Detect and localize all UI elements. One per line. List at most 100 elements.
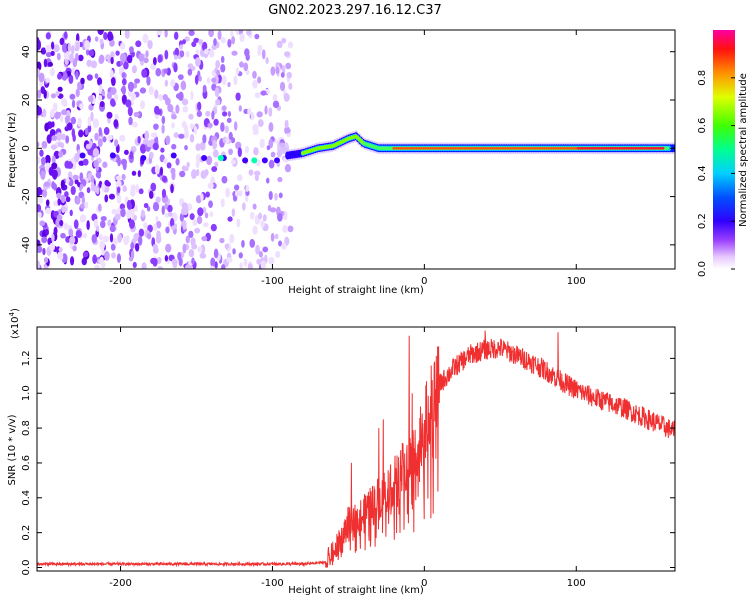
noise-blob: [120, 42, 126, 50]
noise-blob: [155, 234, 162, 244]
track-core: [654, 146, 658, 150]
noise-blob: [84, 201, 89, 209]
noise-blob: [168, 211, 173, 217]
noise-blob: [121, 72, 126, 78]
noise-blob: [200, 253, 207, 259]
noise-blob: [237, 190, 243, 197]
noise-blob: [159, 166, 164, 176]
noise-blob: [51, 135, 58, 141]
track-core: [554, 146, 558, 150]
noise-blob: [105, 181, 111, 187]
noise-blob: [220, 122, 225, 132]
noise-blob: [254, 92, 261, 99]
noise-blob: [37, 212, 42, 218]
noise-blob: [100, 215, 107, 222]
noise-blob: [249, 238, 256, 248]
noise-blob: [123, 61, 129, 70]
noise-blob: [212, 149, 219, 158]
noise-blob: [270, 66, 276, 76]
noise-blob: [98, 54, 105, 64]
noise-blob: [37, 186, 43, 197]
noise-blob: [56, 52, 61, 61]
track-core: [481, 146, 485, 150]
noise-blob: [140, 60, 144, 66]
noise-blob: [208, 30, 214, 38]
noise-blob: [107, 56, 111, 64]
x-tick-label: -100: [261, 578, 284, 589]
noise-blob: [92, 118, 99, 129]
noise-blob: [235, 67, 240, 75]
noise-blob: [43, 58, 48, 68]
noise-blob: [185, 235, 190, 244]
track-core: [426, 146, 430, 150]
noise-blob: [256, 258, 261, 265]
noise-blob: [106, 91, 112, 100]
noise-blob: [198, 39, 204, 45]
noise-blob: [125, 99, 132, 108]
noise-blob: [99, 256, 104, 266]
noise-blob: [92, 147, 100, 158]
y-tick-label: 0.6: [21, 455, 32, 471]
noise-blob: [220, 55, 225, 64]
noise-blob: [114, 139, 119, 147]
noise-blob: [109, 69, 114, 79]
noise-blob: [49, 242, 56, 252]
noise-blob: [64, 58, 69, 66]
noise-blob: [178, 133, 185, 139]
noise-blob: [268, 256, 275, 265]
track-core: [435, 146, 439, 150]
noise-blob: [182, 39, 186, 45]
track-core: [467, 146, 471, 150]
noise-blob: [221, 175, 228, 184]
noise-blob: [202, 134, 207, 144]
top-x-axis-label: Height of straight line (km): [288, 285, 424, 296]
x-tick-label: 0: [421, 578, 427, 589]
noise-blob: [280, 72, 285, 78]
noise-blob: [200, 193, 204, 202]
track-core: [494, 146, 499, 150]
y-tick-label: 0.4: [21, 490, 32, 506]
noise-blob: [254, 170, 261, 176]
track-core: [526, 146, 531, 150]
noise-blob: [173, 31, 179, 40]
noise-blob: [252, 70, 257, 79]
noise-blob: [170, 183, 174, 194]
noise-blob: [143, 57, 149, 64]
noise-blob: [236, 174, 243, 182]
colorbar-tick-label: 0.0: [697, 261, 708, 277]
noise-blob: [288, 82, 293, 90]
noise-blob: [212, 139, 217, 150]
noise-blob: [268, 159, 275, 169]
noise-blob: [269, 207, 277, 213]
noise-blob: [75, 52, 79, 62]
y-tick-label: 0.8: [21, 420, 32, 436]
noise-blob: [179, 44, 183, 50]
noise-blob: [260, 219, 265, 229]
noise-blob: [276, 40, 283, 49]
noise-blob: [72, 245, 77, 252]
signal-track-layer: [79, 130, 675, 164]
noise-blob: [44, 228, 49, 236]
noise-blob: [99, 101, 105, 108]
noise-blob: [179, 50, 185, 58]
track-core: [474, 146, 478, 150]
noise-blob: [107, 135, 113, 141]
noise-blob: [133, 111, 140, 118]
noise-blob: [189, 213, 195, 221]
noise-blob: [215, 99, 221, 106]
noise-blob: [194, 57, 201, 67]
noise-blob: [69, 93, 76, 100]
track-core: [449, 146, 453, 150]
noise-blob: [210, 257, 216, 268]
track-core: [451, 146, 455, 150]
noise-blob: [128, 116, 133, 126]
noise-blob: [166, 67, 171, 76]
track-core: [652, 146, 656, 150]
noise-blob: [60, 142, 65, 149]
noise-blob: [82, 251, 89, 258]
noise-blob: [98, 234, 103, 241]
noise-blob: [161, 188, 167, 198]
noise-blob: [238, 252, 243, 259]
track-core: [529, 146, 533, 150]
